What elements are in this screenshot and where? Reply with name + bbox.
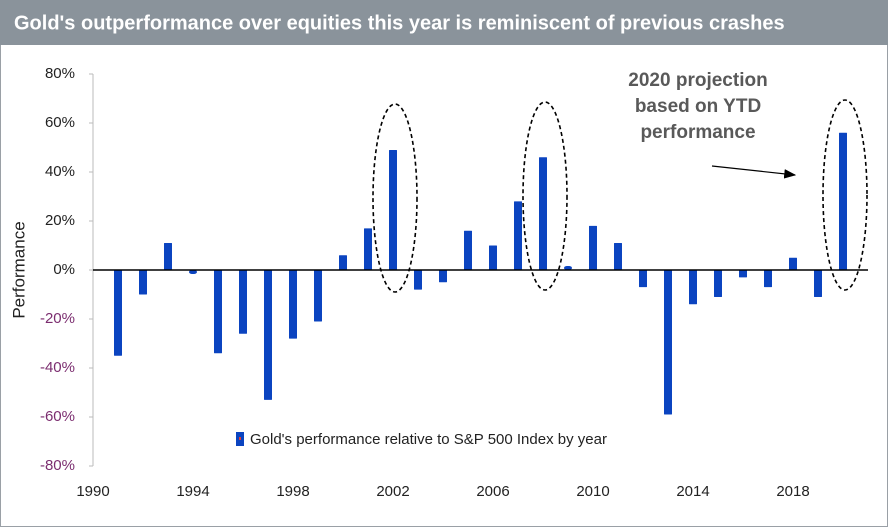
bar (539, 157, 547, 270)
annotation: 2020 projection based on YTD performance (628, 70, 768, 143)
y-tick-label: 20% (45, 212, 75, 229)
x-tick-label: 1998 (276, 483, 309, 500)
y-axis-label: Performance (9, 221, 28, 318)
x-tick-label: 1990 (76, 483, 109, 500)
chart-title: Gold's outperformance over equities this… (14, 12, 785, 34)
x-tick-label: 2010 (576, 483, 609, 500)
bar (514, 201, 522, 270)
bar (564, 266, 572, 270)
y-tick-label: -80% (40, 457, 75, 474)
y-tick-label: 40% (45, 163, 75, 180)
legend-swatch-dot (239, 437, 241, 440)
bar (664, 270, 672, 415)
bar (239, 270, 247, 334)
bar (289, 270, 297, 339)
y-tick-label: -40% (40, 359, 75, 376)
bar (164, 243, 172, 270)
bar (614, 243, 622, 270)
highlight-ellipse (822, 99, 868, 291)
bar (414, 270, 422, 290)
bar (739, 270, 747, 278)
header-bar (0, 0, 888, 45)
x-tick-label: 2002 (376, 483, 409, 500)
x-tick-label: 2018 (776, 483, 809, 500)
highlights (372, 99, 868, 293)
bar (189, 270, 197, 274)
bar (139, 270, 147, 295)
bar (789, 257, 797, 270)
bar (264, 270, 272, 400)
x-tick-label: 2014 (676, 483, 709, 500)
bar (764, 270, 772, 288)
bar (814, 270, 822, 297)
bar (389, 149, 397, 270)
bar (639, 270, 647, 288)
bar (214, 270, 222, 354)
y-tick-label: 60% (45, 114, 75, 131)
bar (689, 270, 697, 305)
x-tick-label: 1994 (176, 483, 209, 500)
x-tick-label: 2006 (476, 483, 509, 500)
bar (114, 270, 122, 356)
y-tick-label: 80% (45, 65, 75, 82)
bar (464, 230, 472, 270)
bar (714, 270, 722, 297)
bar (589, 225, 597, 270)
bar (314, 270, 322, 322)
bar (439, 270, 447, 283)
highlight-ellipse (522, 101, 568, 291)
bar (839, 132, 847, 270)
y-tick-label: -60% (40, 408, 75, 425)
bar (489, 245, 497, 270)
y-tick-label: -20% (40, 310, 75, 327)
y-tick-label: 0% (53, 261, 75, 278)
bar (364, 228, 372, 270)
highlight-ellipse (372, 103, 418, 293)
bar (339, 255, 347, 270)
annotation-arrow (711, 165, 797, 179)
legend-label: Gold's performance relative to S&P 500 I… (250, 431, 607, 448)
